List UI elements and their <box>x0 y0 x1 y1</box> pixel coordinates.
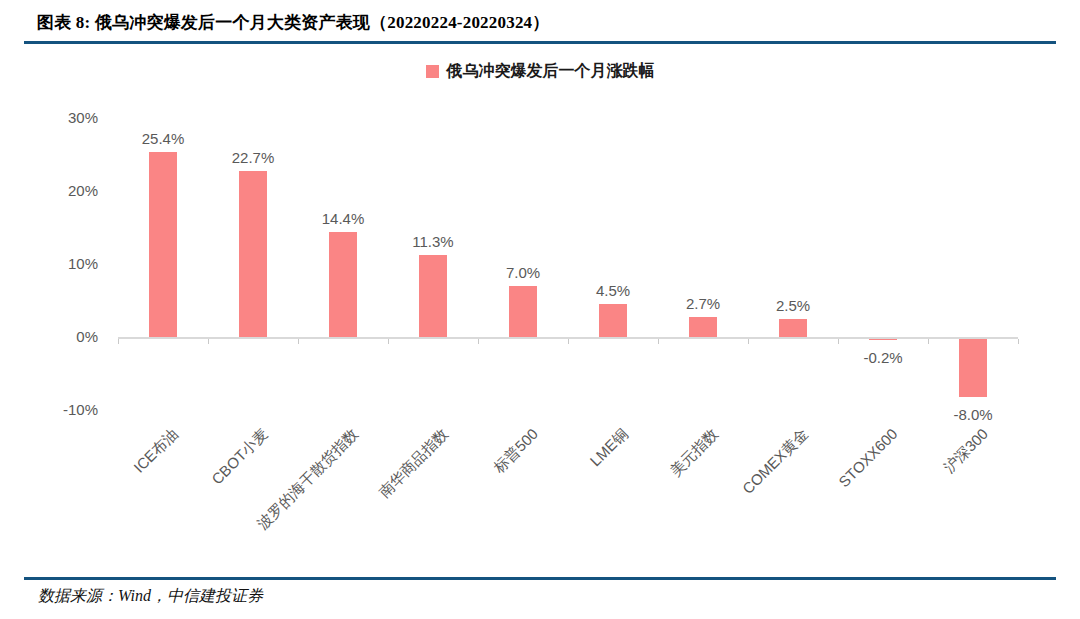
bar-value-label: -0.2% <box>838 349 928 366</box>
y-axis-tick-label: 10% <box>28 256 98 272</box>
bar <box>599 304 627 337</box>
y-axis-tick-label: -10% <box>28 402 98 418</box>
bar <box>509 286 537 337</box>
x-axis-category-text: ICE布油 <box>130 425 182 477</box>
x-axis-tick-mark <box>388 339 389 344</box>
bar-value-label: 14.4% <box>298 210 388 227</box>
bar <box>149 152 177 337</box>
bar <box>959 339 987 397</box>
bar <box>239 171 267 337</box>
bar-value-label: 2.7% <box>658 295 748 312</box>
x-axis-tick-mark <box>208 339 209 344</box>
bar-value-label: 4.5% <box>568 282 658 299</box>
bar <box>689 317 717 337</box>
report-figure: 图表 8: 俄乌冲突爆发后一个月大类资产表现（20220224-20220324… <box>0 0 1080 619</box>
footer-divider-rule <box>24 577 1056 580</box>
x-axis-category-text: 波罗的海干散货指数 <box>254 425 363 534</box>
y-axis-tick-label: 0% <box>28 329 98 345</box>
x-axis-category-text: 标普500 <box>490 425 542 477</box>
x-axis-tick-mark <box>928 339 929 344</box>
x-axis-category-text: CBOT小麦 <box>208 425 272 489</box>
x-axis-tick-mark <box>838 339 839 344</box>
x-axis-tick-mark <box>478 339 479 344</box>
bar-value-label: 11.3% <box>388 233 478 250</box>
x-axis-category-text: 南华商品指数 <box>375 425 452 502</box>
x-axis-category-text: 沪深300 <box>940 425 992 477</box>
bar-value-label: -8.0% <box>928 406 1018 423</box>
bar-value-label: 25.4% <box>118 130 208 147</box>
bar <box>869 339 897 340</box>
bar-value-label: 2.5% <box>748 297 838 314</box>
x-axis-tick-mark <box>298 339 299 344</box>
bar <box>329 232 357 337</box>
y-axis-tick-label: 20% <box>28 183 98 199</box>
x-axis-category-text: COMEX黄金 <box>739 425 813 499</box>
y-axis-tick-label: 30% <box>28 110 98 126</box>
bar-chart-plot-area: 30% 20% 10% 0% -10% 25.4% ICE布油 22.7% CBOT小麦 14.4… <box>0 0 1080 619</box>
x-axis-tick-mark <box>748 339 749 344</box>
bar-value-label: 22.7% <box>208 149 298 166</box>
x-axis-tick-mark <box>658 339 659 344</box>
bar <box>419 255 447 337</box>
data-source-note: 数据来源：Wind，中信建投证券 <box>38 586 263 607</box>
x-axis-tick-mark <box>118 339 119 344</box>
x-axis-category-text: STOXX600 <box>836 425 901 490</box>
x-axis-category-text: LME铜 <box>587 425 633 471</box>
bar-value-label: 7.0% <box>478 264 568 281</box>
x-axis-tick-mark <box>1018 339 1019 344</box>
bar <box>779 319 807 337</box>
x-axis-category-text: 美元指数 <box>667 425 723 481</box>
x-axis-tick-mark <box>568 339 569 344</box>
